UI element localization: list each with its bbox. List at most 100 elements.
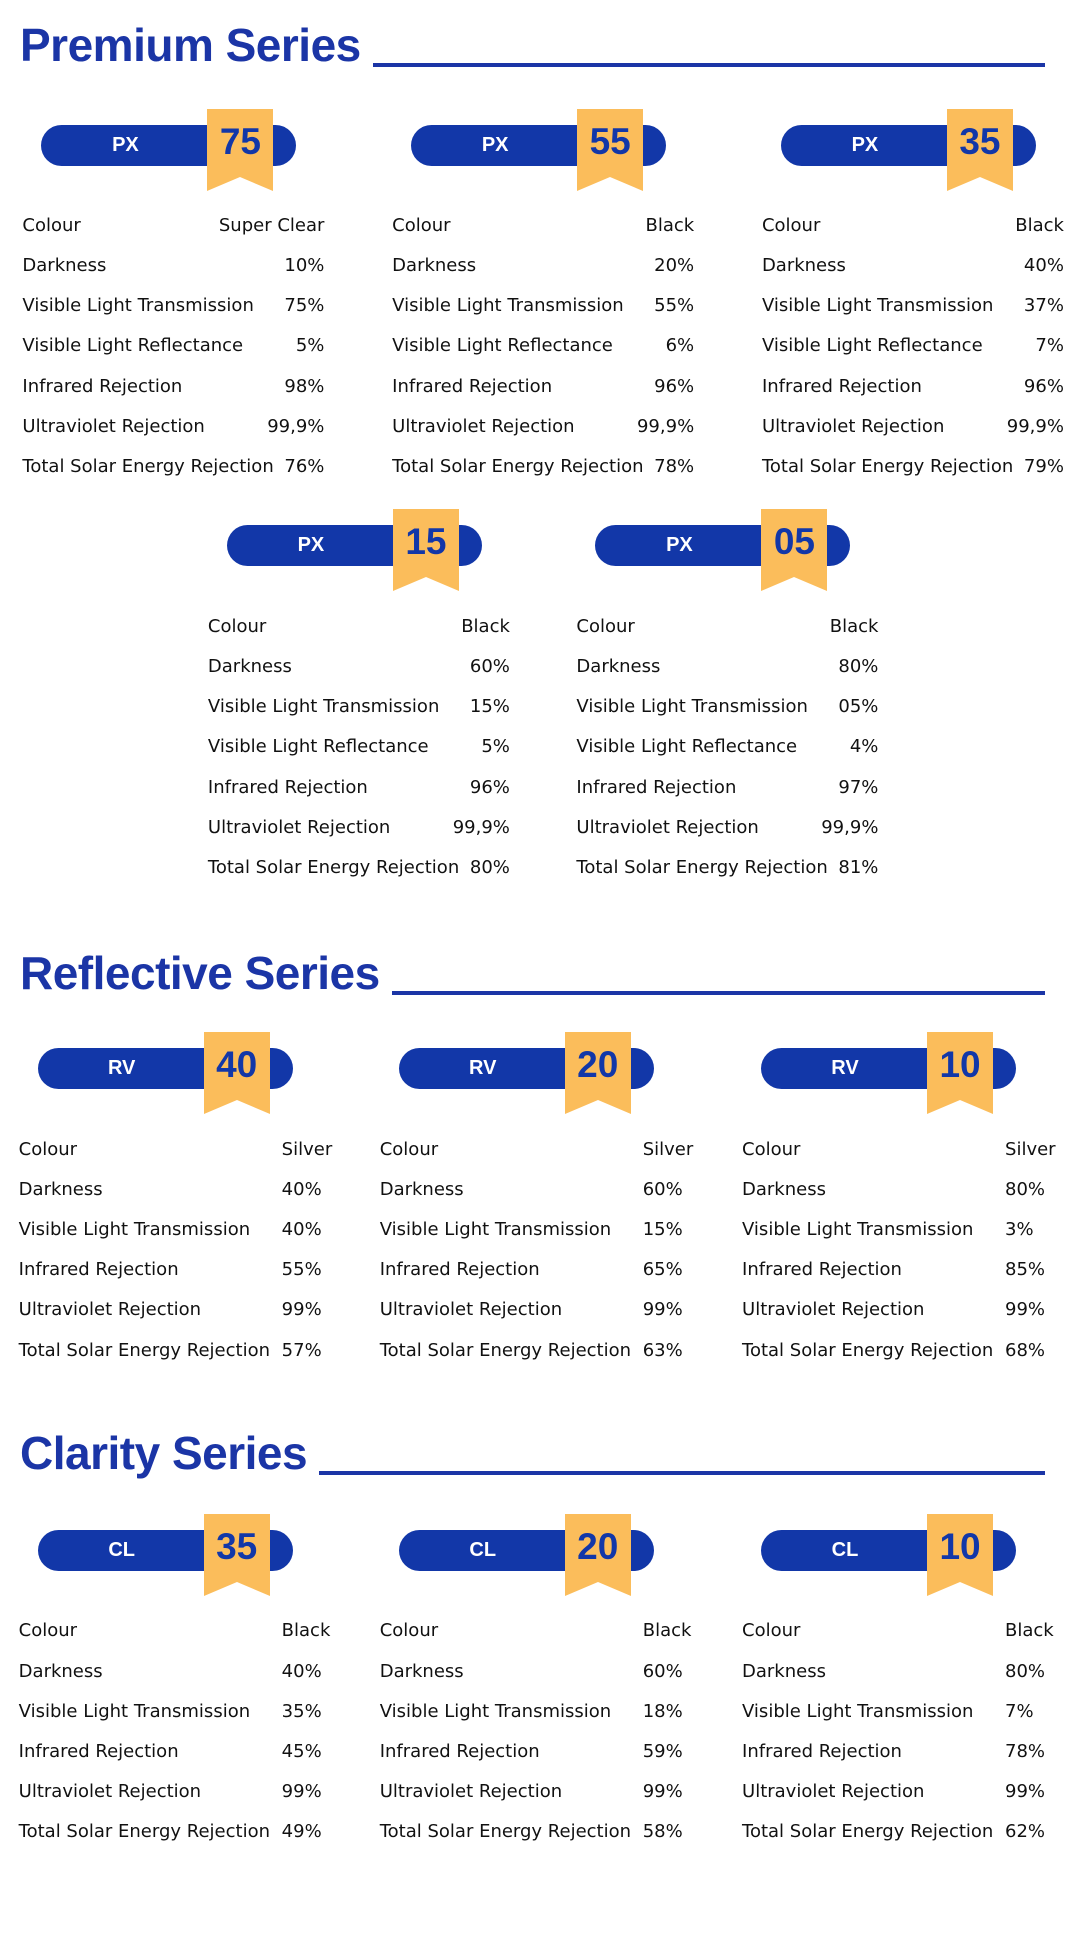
product-code: RV [107, 1057, 136, 1080]
spec-row: Ultraviolet Rejection 99% [380, 1290, 700, 1330]
product-number: 15 [405, 521, 447, 563]
spec-label: Colour [576, 615, 635, 637]
spec-row: Total Solar Energy Rejection 63% [380, 1331, 700, 1371]
spec-row: Darkness 60% [208, 647, 510, 687]
spec-label: Visible Light Transmission [22, 295, 254, 317]
spec-value: 80% [1005, 1660, 1046, 1682]
spec-value: 20% [654, 255, 695, 277]
spec-value: Silver [642, 1138, 694, 1160]
spec-label: Darkness [207, 655, 292, 677]
spec-row: Infrared Rejection 97% [576, 768, 878, 808]
spec-label: Visible Light Transmission [379, 1219, 612, 1241]
spec-row: Darkness 80% [742, 1652, 1062, 1692]
spec-row: Total Solar Energy Rejection 49% [19, 1812, 339, 1852]
spec-row: Ultraviolet Rejection 99,9% [392, 407, 694, 447]
spec-label: Total Solar Energy Rejection [392, 456, 644, 478]
product-number: 35 [959, 120, 1001, 162]
spec-row: Ultraviolet Rejection 99% [19, 1772, 339, 1812]
spec-label: Ultraviolet Rejection [18, 1781, 202, 1803]
spec-label: Darkness [576, 655, 661, 677]
spec-value: 15% [642, 1219, 683, 1241]
spec-value: 99% [642, 1299, 683, 1321]
section-title-text: Reflective Series [20, 947, 380, 999]
spec-label: Visible Light Reflectance [392, 335, 613, 357]
spec-label: Infrared Rejection [742, 1741, 902, 1763]
spec-row: Visible Light Transmission 15% [208, 687, 510, 727]
spec-value: 15% [469, 696, 510, 718]
spec-label: Darkness [392, 255, 477, 277]
spec-row: Darkness 80% [742, 1170, 1062, 1210]
product-ribbon: 10 [927, 1514, 994, 1597]
spec-label: Visible Light Reflectance [761, 335, 983, 357]
product-code: CL [108, 1539, 135, 1562]
spec-value: 85% [1005, 1259, 1046, 1281]
section-title-text: Premium Series [20, 19, 361, 71]
product-ribbon: 20 [564, 1514, 631, 1597]
spec-value: 55% [281, 1259, 322, 1281]
spec-label: Visible Light Transmission [742, 1700, 974, 1722]
spec-value: Black [642, 1620, 692, 1642]
spec-row: Darkness 10% [22, 246, 324, 286]
spec-label: Ultraviolet Rejection [576, 816, 759, 838]
spec-row: Total Solar Energy Rejection 76% [22, 447, 324, 487]
spec-value: 60% [642, 1178, 683, 1200]
spec-row: Visible Light Transmission 37% [762, 286, 1064, 326]
spec-value: Black [1005, 1620, 1054, 1642]
spec-row: Total Solar Energy Rejection 79% [762, 447, 1064, 487]
spec-row: Total Solar Energy Rejection 81% [576, 848, 878, 888]
spec-value: 60% [469, 655, 510, 677]
spec-value: 80% [1005, 1178, 1046, 1200]
spec-value: 78% [1005, 1741, 1046, 1763]
spec-row: Visible Light Transmission 15% [380, 1210, 700, 1250]
spec-row: Visible Light Transmission 05% [576, 687, 878, 727]
spec-value: 79% [1023, 456, 1064, 478]
spec-row: Infrared Rejection 59% [380, 1732, 700, 1772]
spec-row: Infrared Rejection 96% [392, 367, 694, 407]
spec-row: Infrared Rejection 96% [762, 367, 1064, 407]
spec-label: Colour [18, 1620, 78, 1642]
spec-value: 96% [469, 776, 510, 798]
spec-row: Total Solar Energy Rejection 57% [19, 1331, 339, 1371]
spec-value: 4% [849, 736, 879, 758]
spec-label: Colour [18, 1138, 78, 1160]
spec-row: Colour Black [742, 1611, 1062, 1651]
spec-value: 97% [838, 776, 879, 798]
spec-row: Colour Super Clear [22, 206, 324, 246]
spec-row: Infrared Rejection 96% [208, 768, 510, 808]
spec-label: Darkness [379, 1178, 464, 1200]
spec-label: Visible Light Transmission [18, 1700, 251, 1722]
spec-row: Ultraviolet Rejection 99% [742, 1290, 1062, 1330]
spec-value: 80% [469, 856, 510, 878]
spec-row: Infrared Rejection 85% [742, 1250, 1062, 1290]
spec-row: Infrared Rejection 65% [380, 1250, 700, 1290]
spec-label: Visible Light Transmission [742, 1219, 974, 1241]
product-number: 10 [939, 1526, 981, 1568]
spec-label: Colour [379, 1138, 439, 1160]
title-underline [372, 63, 1045, 67]
spec-label: Ultraviolet Rejection [207, 816, 391, 838]
product-ribbon: 05 [761, 509, 828, 592]
spec-label: Infrared Rejection [18, 1259, 179, 1281]
spec-label: Total Solar Energy Rejection [207, 856, 460, 878]
spec-value: 99% [281, 1299, 322, 1321]
spec-value: 59% [642, 1741, 683, 1763]
product-code: PX [851, 133, 879, 156]
spec-value: 99,9% [636, 415, 695, 437]
product-ribbon: 35 [946, 108, 1013, 191]
spec-value: 96% [1023, 375, 1064, 397]
product-number: 35 [216, 1526, 258, 1568]
ribbon-shape [564, 1032, 631, 1115]
spec-label: Darkness [18, 1178, 103, 1200]
spec-label: Darkness [761, 255, 846, 277]
spec-label: Ultraviolet Rejection [379, 1299, 563, 1321]
title-underline [319, 1471, 1045, 1475]
spec-label: Infrared Rejection [742, 1259, 902, 1281]
spec-label: Colour [392, 214, 451, 236]
spec-label: Infrared Rejection [392, 375, 553, 397]
product-code: CL [469, 1539, 497, 1562]
spec-value: 18% [642, 1700, 683, 1722]
spec-label: Darkness [379, 1660, 464, 1682]
spec-row: Darkness 40% [19, 1652, 339, 1692]
spec-row: Visible Light Transmission 3% [742, 1210, 1062, 1250]
product-number: 10 [939, 1044, 981, 1086]
